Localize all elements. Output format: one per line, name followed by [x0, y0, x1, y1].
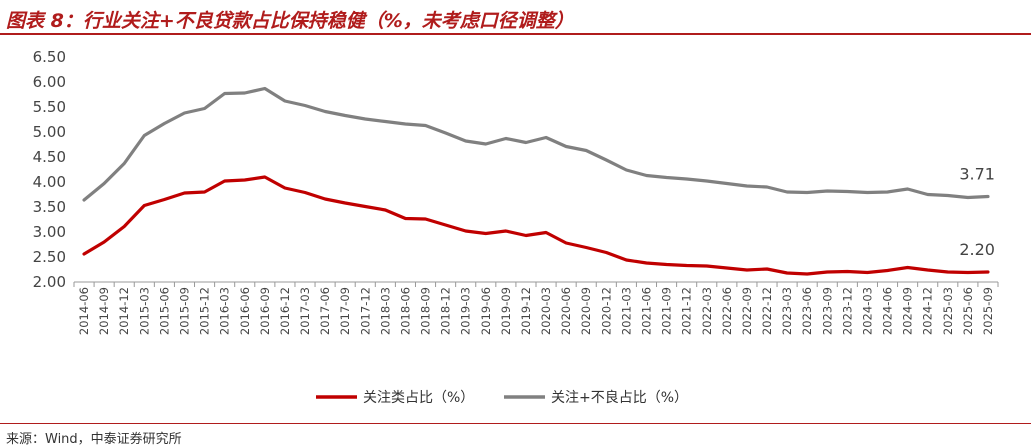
y-tick-label: 5.00	[33, 123, 66, 141]
x-tick-label: 2020-09	[579, 287, 593, 335]
x-tick-label: 2021-12	[680, 287, 694, 335]
end-value-label: 2.20	[959, 240, 995, 259]
x-tick-label: 2018-09	[419, 287, 433, 335]
x-tick-label: 2017-12	[358, 287, 372, 335]
x-tick-label: 2015-03	[137, 287, 151, 335]
chart-title: 图表 8：行业关注+不良贷款占比保持稳健（%，未考虑口径调整）	[6, 10, 574, 32]
y-tick-label: 2.50	[33, 248, 66, 266]
x-tick-label: 2018-03	[378, 287, 392, 335]
x-tick-label: 2014-12	[117, 287, 131, 335]
x-tick-label: 2017-06	[318, 287, 332, 335]
legend: 关注类占比（%） 关注+不良占比（%）	[316, 390, 688, 406]
x-tick-label: 2023-06	[800, 287, 814, 335]
x-tick-label: 2019-09	[499, 287, 513, 335]
x-tick-label: 2019-03	[459, 287, 473, 335]
title-bar: 图表 8：行业关注+不良贷款占比保持稳健（%，未考虑口径调整）	[0, 0, 1031, 35]
source-note: 来源：Wind，中泰证券研究所	[6, 432, 182, 447]
x-tick-label: 2016-06	[238, 287, 252, 335]
x-tick-label: 2014-09	[97, 287, 111, 335]
x-tick-label: 2015-12	[198, 287, 212, 335]
x-tick-label: 2023-09	[820, 287, 834, 335]
x-tick-label: 2023-12	[840, 287, 854, 335]
y-tick-label: 3.50	[33, 198, 66, 216]
x-tick-label: 2025-03	[941, 287, 955, 335]
x-tick-label: 2020-06	[559, 287, 573, 335]
x-tick-label: 2018-12	[439, 287, 453, 335]
x-tick-label: 2014-06	[77, 287, 91, 335]
title-divider	[0, 33, 1031, 35]
x-tick-label: 2018-06	[398, 287, 412, 335]
series-layer	[82, 86, 990, 276]
y-tick-label: 5.50	[33, 98, 66, 116]
x-tick-label: 2021-09	[660, 287, 674, 335]
y-tick-label: 6.50	[33, 48, 66, 66]
y-tick-label: 4.50	[33, 148, 66, 166]
y-tick-label: 3.00	[33, 223, 66, 241]
x-tick-label: 2022-03	[700, 287, 714, 335]
x-tick-label: 2022-09	[740, 287, 754, 335]
x-tick-label: 2021-06	[640, 287, 654, 335]
x-tick-label: 2020-03	[539, 287, 553, 335]
series-line-1	[82, 86, 990, 202]
data-labels: 2.20 3.71	[959, 165, 995, 260]
x-tick-label: 2019-12	[519, 287, 533, 335]
y-tick-label: 2.00	[33, 273, 66, 291]
x-tick-label: 2016-09	[258, 287, 272, 335]
x-tick-label: 2015-06	[157, 287, 171, 335]
legend-label-1: 关注+不良占比（%）	[551, 390, 688, 406]
legend-label-0: 关注类占比（%）	[363, 390, 474, 406]
y-tick-label: 4.00	[33, 173, 66, 191]
end-value-label: 3.71	[959, 165, 995, 184]
x-tick-label: 2025-06	[961, 287, 975, 335]
x-tick-label: 2024-12	[921, 287, 935, 335]
x-tick-label: 2024-03	[860, 287, 874, 335]
y-axis: 2.00 2.50 3.00 3.50 4.00 4.50 5.00 5.50 6.00 6.50	[33, 48, 66, 291]
footer-divider	[0, 423, 1031, 424]
x-tick-label: 2017-09	[338, 287, 352, 335]
x-tick-label: 2023-03	[780, 287, 794, 335]
x-tick-label: 2024-06	[881, 287, 895, 335]
x-tick-label: 2022-12	[760, 287, 774, 335]
x-tick-label: 2021-03	[619, 287, 633, 335]
x-tick-label: 2020-12	[599, 287, 613, 335]
x-tick-label: 2016-03	[218, 287, 232, 335]
x-tick-label: 2022-06	[720, 287, 734, 335]
series-line-0	[82, 175, 990, 276]
y-tick-label: 6.00	[33, 73, 66, 91]
x-tick-label: 2025-09	[981, 287, 995, 335]
x-tick-label: 2016-12	[278, 287, 292, 335]
x-axis: 2014-06 2014-09 2014-12 2015-03 2015-06 2015-…	[73, 281, 999, 335]
x-tick-label: 2024-09	[901, 287, 915, 335]
x-tick-label: 2015-09	[178, 287, 192, 335]
x-tick-label: 2019-06	[479, 287, 493, 335]
x-tick-label: 2017-03	[298, 287, 312, 335]
